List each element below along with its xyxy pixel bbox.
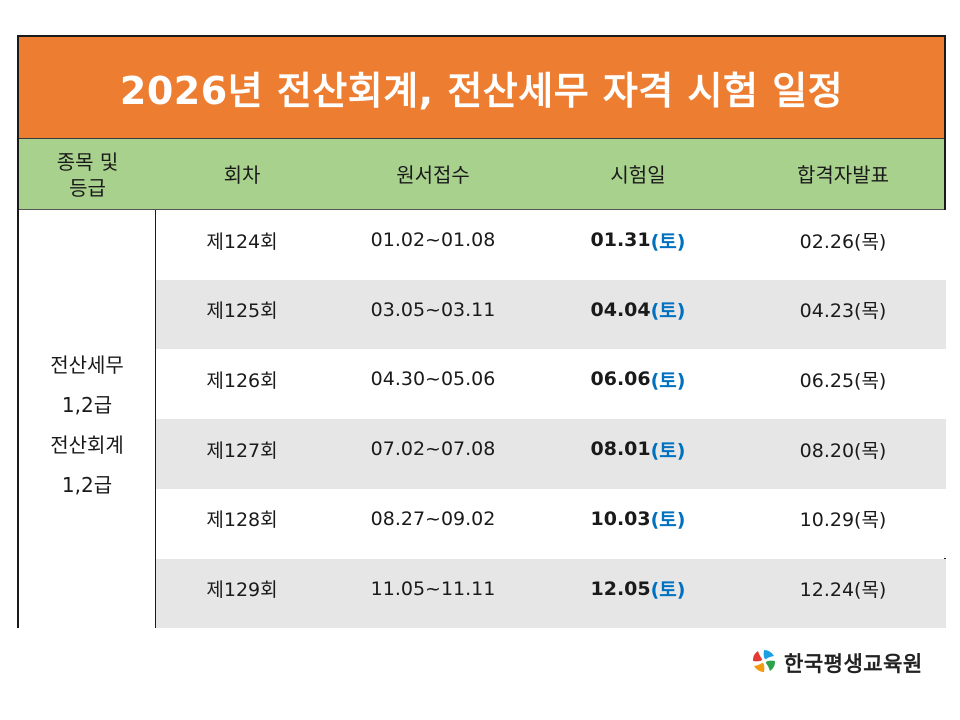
round-cell: 제124회 <box>206 230 278 253</box>
pinwheel-logo-icon <box>750 647 778 679</box>
table-row: 제124회 01.02~01.08 01.31 (토) 02.26(목) <box>156 210 946 280</box>
table-row: 제129회 11.05~11.11 12.05 (토) 12.24(목) <box>156 558 946 629</box>
round-cell: 제127회 <box>206 439 278 462</box>
exam-date: 04.04 <box>590 298 651 321</box>
round-cell: 제129회 <box>206 579 278 601</box>
header-application: 원서접수 <box>396 162 470 187</box>
result-date-cell: 04.23(목) <box>799 300 887 323</box>
header-category: 종목 및 등급 <box>19 139 156 210</box>
round-cell: 제125회 <box>206 300 278 323</box>
exam-date-cell: 08.01 (토) <box>538 419 738 479</box>
header-category-line1: 종목 및 <box>56 149 119 174</box>
exam-date-cell: 10.03 (토) <box>538 489 738 549</box>
exam-date-cell: 04.04 (토) <box>538 280 738 340</box>
exam-date-cell: 06.06 (토) <box>538 349 738 409</box>
header-result-date: 합격자발표 <box>797 162 889 187</box>
header-exam-date: 시험일 <box>610 162 666 187</box>
header-round: 회차 <box>223 162 261 187</box>
result-date-cell: 06.25(목) <box>799 369 887 392</box>
exam-day: (토) <box>650 230 686 253</box>
result-date-cell: 02.26(목) <box>799 230 887 253</box>
application-cell: 08.27~09.02 <box>370 507 496 530</box>
application-cell: 07.02~07.08 <box>370 438 496 461</box>
table-header-row: 종목 및 등급 회차 원서접수 시험일 합격자발표 <box>19 139 944 210</box>
round-cell: 제126회 <box>206 369 278 392</box>
exam-date: 01.31 <box>590 229 651 251</box>
table-row: 제127회 07.02~07.08 08.01 (토) 08.20(목) <box>156 419 946 489</box>
exam-date: 08.01 <box>590 438 651 461</box>
category-line3: 전산회계 <box>50 433 124 457</box>
exam-schedule-table: 2026년 전산회계, 전산세무 자격 시험 일정 종목 및 등급 회차 원서접… <box>17 35 946 629</box>
table-row: 제126회 04.30~05.06 06.06 (토) 06.25(목) <box>156 349 946 420</box>
exam-date: 10.03 <box>590 507 651 530</box>
exam-date-cell: 01.31 (토) <box>538 210 738 270</box>
table-title: 2026년 전산회계, 전산세무 자격 시험 일정 <box>19 37 944 139</box>
exam-day: (토) <box>650 439 686 462</box>
application-cell: 01.02~01.08 <box>370 229 496 251</box>
category-cell: 전산세무 1,2급 전산회계 1,2급 <box>19 210 156 628</box>
exam-day: (토) <box>650 300 686 323</box>
exam-date-cell: 12.05 (토) <box>538 559 738 619</box>
logo-text: 한국평생교육원 <box>784 652 923 676</box>
exam-day: (토) <box>650 579 686 601</box>
table-body: 제124회 01.02~01.08 01.31 (토) 02.26(목) 제125… <box>19 210 946 629</box>
application-cell: 11.05~11.11 <box>370 577 496 600</box>
table-row: 제128회 08.27~09.02 10.03 (토) 10.29(목) <box>156 488 946 559</box>
round-cell: 제128회 <box>206 509 278 532</box>
category-line1: 전산세무 <box>50 353 124 377</box>
header-category-line2: 등급 <box>69 175 106 200</box>
exam-day: (토) <box>650 369 686 392</box>
exam-date: 12.05 <box>590 577 651 600</box>
table-row: 제125회 03.05~03.11 04.04 (토) 04.23(목) <box>156 279 946 350</box>
application-cell: 03.05~03.11 <box>370 298 496 321</box>
application-cell: 04.30~05.06 <box>370 368 496 391</box>
result-date-cell: 08.20(목) <box>799 439 887 462</box>
category-line4: 1,2급 <box>61 473 113 497</box>
exam-day: (토) <box>650 509 686 532</box>
result-date-cell: 12.24(목) <box>799 579 887 601</box>
result-date-cell: 10.29(목) <box>799 509 887 532</box>
brand-logo: 한국평생교육원 <box>750 648 923 678</box>
category-line2: 1,2급 <box>61 393 113 417</box>
exam-date: 06.06 <box>590 368 651 391</box>
